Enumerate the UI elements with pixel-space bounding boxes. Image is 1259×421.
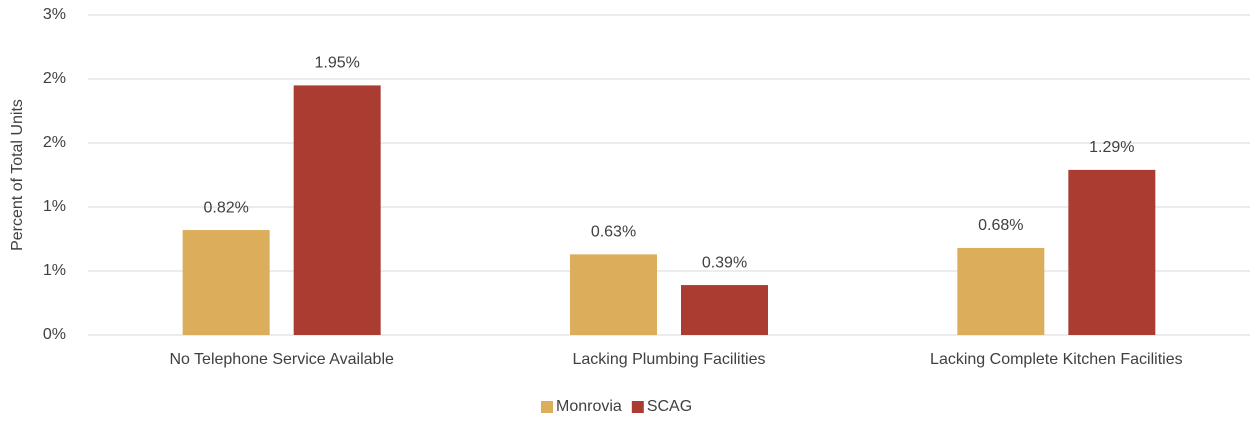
data-label: 1.95%	[314, 55, 359, 72]
y-tick-label: 3%	[43, 6, 66, 23]
y-axis-label: Percent of Total Units	[9, 99, 26, 251]
data-label: 0.63%	[591, 224, 636, 241]
y-tick-label: 2%	[43, 70, 66, 87]
bar	[570, 254, 657, 335]
data-label: 0.68%	[978, 217, 1023, 234]
bar	[1068, 169, 1156, 335]
x-tick-label: No Telephone Service Available	[169, 351, 394, 368]
y-tick-label: 1%	[43, 198, 66, 215]
bar	[957, 247, 1045, 335]
data-label: 1.29%	[1089, 139, 1134, 156]
y-tick-label: 2%	[43, 134, 66, 151]
legend-label: SCAG	[647, 398, 692, 415]
bar	[293, 85, 381, 336]
y-tick-label: 1%	[43, 262, 66, 279]
y-tick-label: 0%	[43, 326, 66, 343]
bar	[182, 230, 270, 335]
bar	[681, 285, 768, 335]
legend-label: Monrovia	[556, 398, 622, 415]
data-label: 0.82%	[203, 199, 248, 216]
x-tick-label: Lacking Complete Kitchen Facilities	[930, 351, 1183, 368]
x-tick-label: Lacking Plumbing Facilities	[573, 351, 766, 368]
legend-swatch	[541, 401, 553, 413]
legend-swatch	[631, 401, 644, 413]
data-label: 0.39%	[702, 254, 747, 271]
